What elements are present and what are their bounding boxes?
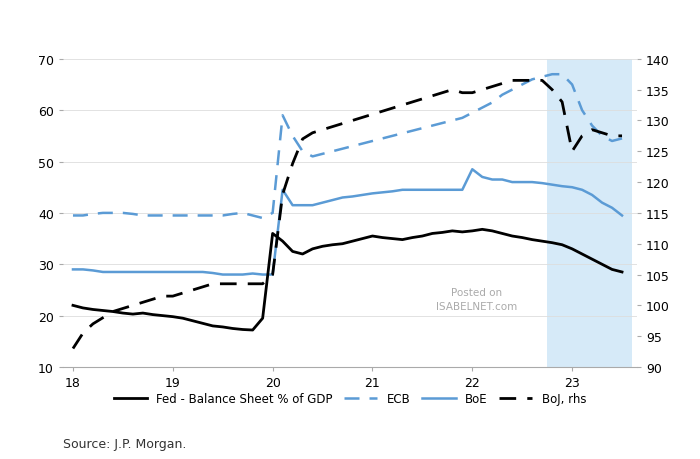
Bar — [547, 60, 632, 367]
Text: Posted on
ISABELNET.com: Posted on ISABELNET.com — [435, 288, 517, 312]
Text: Source: J.P. Morgan.: Source: J.P. Morgan. — [63, 437, 186, 450]
Legend: Fed - Balance Sheet % of GDP, ECB, BoE, BoJ, rhs: Fed - Balance Sheet % of GDP, ECB, BoE, … — [109, 387, 591, 409]
Text: Central Bank Balance sheets as a share of GDP: Central Bank Balance sheets as a share o… — [113, 15, 587, 33]
